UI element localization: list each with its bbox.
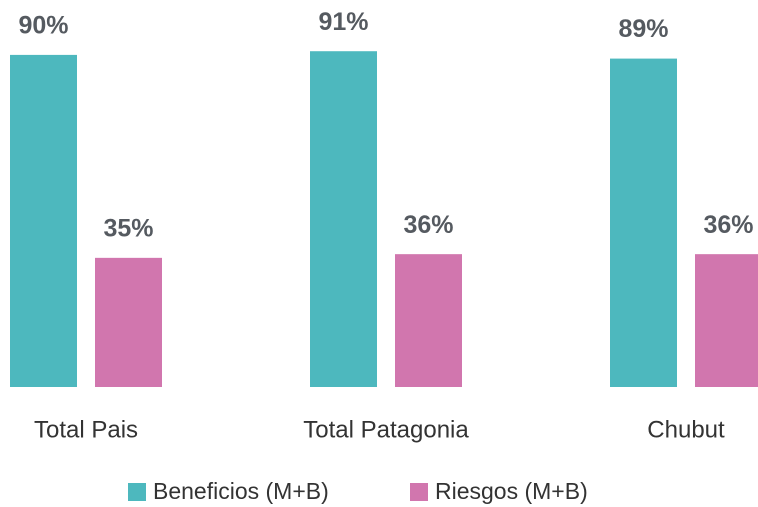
legend-swatch [410, 483, 428, 501]
legend-label: Beneficios (M+B) [153, 478, 329, 504]
value-label: 36% [403, 211, 453, 239]
x-tick-label: Total Pais [34, 416, 138, 443]
x-tick-label: Total Patagonia [303, 416, 469, 443]
value-label: 91% [318, 8, 368, 36]
value-label: 35% [103, 214, 153, 242]
x-tick-label: Chubut [647, 416, 725, 443]
bar [95, 257, 162, 387]
legend-label: Riesgos (M+B) [435, 478, 588, 504]
bar [310, 51, 377, 388]
bar [695, 254, 758, 387]
bar [395, 254, 462, 387]
value-label: 36% [703, 211, 753, 239]
legend-swatch [128, 483, 146, 501]
value-label: 89% [618, 15, 668, 43]
bar [610, 58, 677, 388]
bar [10, 54, 77, 388]
value-label: 90% [18, 12, 68, 40]
